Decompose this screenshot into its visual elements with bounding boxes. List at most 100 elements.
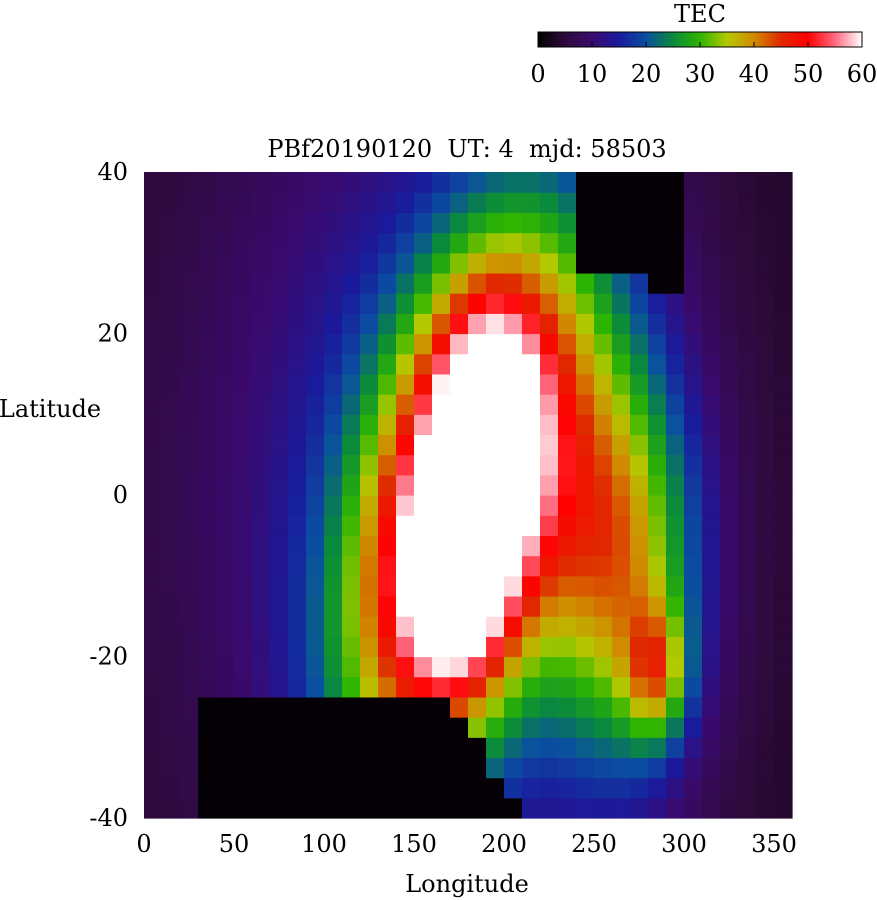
heatmap-cell — [450, 353, 469, 375]
heatmap-cell — [252, 293, 271, 314]
heatmap-cell — [234, 252, 253, 274]
heatmap-cell — [630, 737, 649, 759]
heatmap-cell — [558, 676, 577, 698]
heatmap-cell — [774, 353, 793, 375]
heatmap-cell — [216, 656, 235, 678]
heatmap-cell — [342, 696, 361, 718]
heatmap-cell — [684, 293, 703, 314]
heatmap-cell — [468, 515, 487, 536]
heatmap-cell — [360, 515, 379, 536]
heatmap-cell — [324, 495, 343, 516]
heatmap-cell — [558, 535, 577, 557]
heatmap-cell — [342, 575, 361, 597]
heatmap-cell — [468, 777, 487, 799]
heatmap-cell — [558, 454, 577, 476]
heatmap-cell — [522, 172, 541, 193]
heatmap-cell — [702, 656, 721, 678]
heatmap-cell — [720, 515, 739, 536]
heatmap-cell — [594, 575, 613, 597]
x-tick-label: 100 — [301, 830, 347, 858]
heatmap-cell — [252, 454, 271, 476]
heatmap-cell — [342, 172, 361, 193]
heatmap-cell — [504, 575, 523, 597]
heatmap-cell — [630, 495, 649, 516]
heatmap-cell — [756, 313, 775, 335]
heatmap-cell — [378, 575, 397, 597]
heatmap-cell — [486, 595, 505, 617]
heatmap-cell — [540, 172, 559, 193]
heatmap-cell — [720, 535, 739, 557]
heatmap-cell — [450, 172, 469, 193]
heatmap-cell — [360, 454, 379, 476]
heatmap-cell — [144, 434, 163, 456]
heatmap-cell — [270, 353, 289, 375]
heatmap-cell — [432, 373, 451, 395]
heatmap-cell — [522, 474, 541, 496]
heatmap-cell — [576, 313, 595, 335]
heatmap-cell — [774, 474, 793, 496]
heatmap-cell — [288, 676, 307, 698]
heatmap-cell — [522, 232, 541, 254]
heatmap-cell — [576, 272, 595, 294]
heatmap-cell — [648, 595, 667, 617]
heatmap-cell — [432, 272, 451, 294]
heatmap-cell — [162, 414, 181, 436]
heatmap-cell — [252, 252, 271, 274]
heatmap-cell — [540, 333, 559, 355]
heatmap-cell — [432, 656, 451, 678]
heatmap-cell — [738, 293, 757, 314]
heatmap-cell — [648, 293, 667, 314]
heatmap-cell — [756, 293, 775, 314]
heatmap-cell — [198, 696, 217, 718]
heatmap-cell — [648, 454, 667, 476]
heatmap-cell — [468, 192, 487, 213]
heatmap-cell — [522, 414, 541, 436]
heatmap-cell — [378, 192, 397, 213]
heatmap-cell — [198, 394, 217, 415]
heatmap-cell — [594, 474, 613, 496]
heatmap-cell — [432, 293, 451, 314]
heatmap-cell — [198, 192, 217, 213]
heatmap-cell — [756, 535, 775, 557]
heatmap-cell — [378, 373, 397, 395]
heatmap-cell — [234, 515, 253, 536]
x-tick-label: 50 — [219, 830, 250, 858]
heatmap-cell — [144, 414, 163, 436]
heatmap-cell — [522, 595, 541, 617]
heatmap-cell — [558, 414, 577, 436]
heatmap-cell — [684, 192, 703, 213]
heatmap-cell — [216, 555, 235, 577]
heatmap-cell — [486, 353, 505, 375]
heatmap-cell — [306, 515, 325, 536]
heatmap-cell — [540, 717, 559, 738]
heatmap-cell — [342, 515, 361, 536]
heatmap-cell — [414, 474, 433, 496]
heatmap-cell — [702, 757, 721, 779]
heatmap-cell — [756, 252, 775, 274]
heatmap-cell — [612, 474, 631, 496]
heatmap-cell — [468, 595, 487, 617]
heatmap-cell — [756, 737, 775, 759]
heatmap-cell — [522, 454, 541, 476]
heatmap-cell — [522, 333, 541, 355]
heatmap-cell — [720, 696, 739, 718]
heatmap-cell — [774, 313, 793, 335]
heatmap-cell — [576, 172, 595, 193]
heatmap-cell — [378, 676, 397, 698]
heatmap-cell — [738, 373, 757, 395]
heatmap-cell — [630, 676, 649, 698]
heatmap-cell — [666, 535, 685, 557]
heatmap-cell — [486, 434, 505, 456]
heatmap-cell — [576, 454, 595, 476]
heatmap-cell — [432, 616, 451, 637]
heatmap-cell — [198, 797, 217, 819]
heatmap-cell — [558, 232, 577, 254]
heatmap-cell — [324, 454, 343, 476]
heatmap-cell — [306, 252, 325, 274]
heatmap-cell — [342, 373, 361, 395]
heatmap-cell — [306, 172, 325, 193]
heatmap-cell — [612, 252, 631, 274]
heatmap-cell — [576, 797, 595, 819]
heatmap-cell — [396, 212, 415, 234]
heatmap-cell — [180, 797, 199, 819]
